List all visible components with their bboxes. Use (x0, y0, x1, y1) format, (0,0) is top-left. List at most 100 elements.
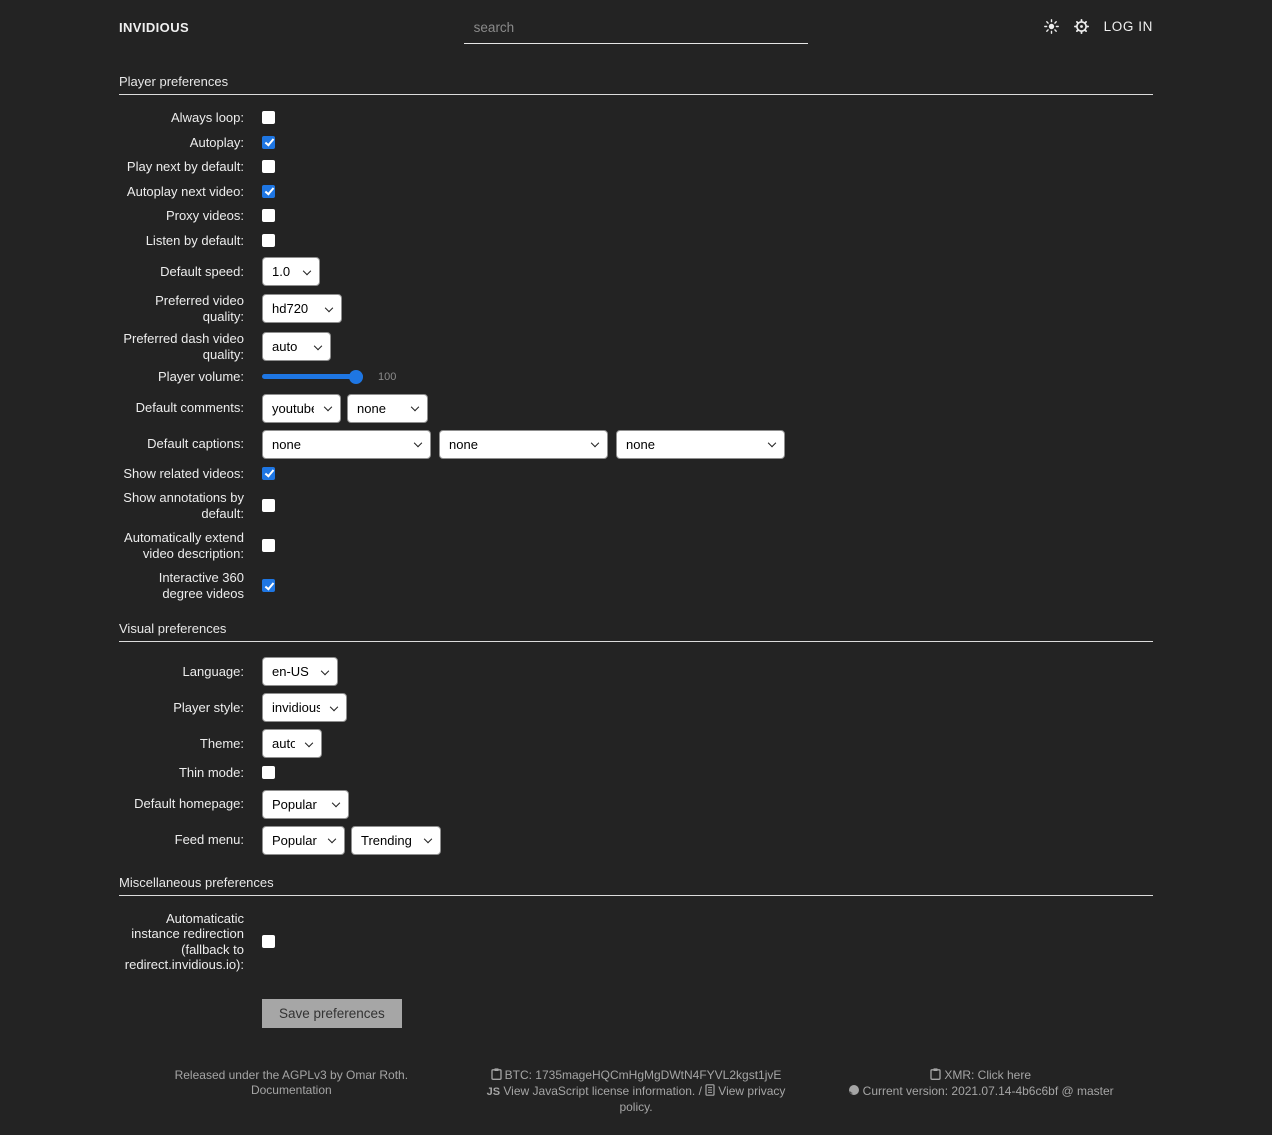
pref-label: Interactive 360 degree videos (158, 570, 244, 601)
captions-select-3[interactable]: none (616, 429, 785, 459)
pref-row-feed-menu: Feed menu: Popular Trending (119, 825, 1153, 855)
clipboard-icon (930, 1067, 941, 1084)
divider (119, 641, 1153, 642)
extend-description-checkbox[interactable] (262, 539, 275, 552)
pref-label: Default comments: (135, 400, 244, 416)
pref-row-player-style: Player style: invidious (119, 693, 1153, 722)
captions-select-3-wrap: none (616, 429, 785, 459)
sun-icon[interactable] (1043, 19, 1059, 34)
play-next-checkbox[interactable] (262, 160, 275, 174)
captions-select-1-wrap: none (262, 429, 431, 459)
autoplay-next-checkbox[interactable] (262, 184, 275, 198)
logo-link[interactable]: INVIDIOUS (119, 20, 190, 35)
pref-row-player-volume: Player volume: 100 (119, 369, 1153, 385)
pref-row-thin-mode: Thin mode: (119, 765, 1153, 781)
video-quality-select[interactable]: hd720 (262, 294, 342, 323)
comments-select-1[interactable]: youtube (262, 393, 341, 423)
autoplay-checkbox[interactable] (262, 135, 275, 149)
pref-label: Play next by default: (126, 159, 244, 174)
footer: Released under the AGPLv3 by Omar Roth. … (119, 1058, 1153, 1135)
divider (119, 894, 1153, 896)
save-preferences-button[interactable]: Save preferences (262, 998, 402, 1028)
pref-label: Always loop: (171, 110, 244, 125)
section-title-visual: Visual preferences (119, 621, 227, 636)
pref-label: Proxy videos: (165, 208, 244, 223)
pref-label: Thin mode: (178, 765, 244, 780)
pref-row-annotations: Show annotations by default: (119, 490, 1153, 521)
pref-row-autoplay: Autoplay: (119, 135, 1153, 151)
captions-select-2-wrap: none (439, 429, 608, 459)
pref-label: Autoplay next video: (126, 183, 244, 199)
player-style-select[interactable]: invidious (262, 693, 347, 722)
feed-menu-select-1[interactable]: Popular (262, 825, 345, 855)
pref-label: Preferred dash video quality: (123, 331, 244, 362)
captions-select-2[interactable]: none (439, 429, 608, 459)
default-speed-select-wrap: 1.0 (262, 257, 320, 286)
footer-version-column: XMR: Click here Current version: 2021.07… (808, 1068, 1153, 1115)
pref-label: Language: (182, 663, 244, 679)
volume-value: 100 (378, 370, 397, 383)
pref-label: Player volume: (158, 369, 244, 384)
gear-icon[interactable] (1073, 19, 1089, 34)
header-search-column (463, 16, 809, 44)
video-quality-select-wrap: hd720 (262, 294, 342, 323)
xmr-label: XMR: (944, 1067, 975, 1082)
theme-select[interactable]: auto (262, 729, 322, 758)
pref-label: Player style: (173, 699, 244, 715)
preferences-form: Player preferences Always loop: Autoplay… (119, 74, 1153, 1028)
default-homepage-select[interactable]: Popular (262, 789, 349, 819)
pref-label: Default captions: (147, 436, 244, 452)
pref-label: Show annotations by default: (123, 490, 244, 521)
footer-donate-column: BTC: 1735mageHQCmHgMgDWtN4FYVL2kgst1jvE … (464, 1068, 809, 1115)
language-select[interactable]: en-US (262, 657, 338, 686)
pref-label: Default homepage: (134, 796, 244, 812)
thin-mode-checkbox[interactable] (262, 766, 275, 780)
save-row: Save preferences (262, 998, 1153, 1028)
javascript-icon: JS (486, 1085, 501, 1098)
pref-row-video-quality: Preferred video quality: hd720 (119, 293, 1153, 324)
clipboard-icon (490, 1067, 502, 1084)
auto-redirect-checkbox[interactable] (262, 935, 275, 948)
divider (119, 94, 1153, 95)
pref-row-vr-mode: Interactive 360 degree videos (119, 570, 1153, 601)
pref-row-language: Language: en-US (119, 657, 1153, 686)
documentation-link[interactable]: Documentation (250, 1082, 332, 1097)
captions-select-1[interactable]: none (262, 429, 431, 459)
listen-default-checkbox[interactable] (262, 233, 275, 247)
xmr-link[interactable]: Click here (977, 1067, 1032, 1082)
comments-select-2[interactable]: none (347, 393, 428, 423)
always-loop-checkbox[interactable] (262, 111, 275, 125)
pref-label: Show related videos: (123, 465, 244, 481)
default-speed-select[interactable]: 1.0 (262, 257, 320, 286)
pref-row-default-speed: Default speed: 1.0 (119, 257, 1153, 286)
pref-row-auto-redirect: Automaticatic instance redirection (fall… (119, 911, 1153, 973)
pref-row-default-captions: Default captions: none none none (119, 429, 1153, 459)
default-homepage-select-wrap: Popular (262, 789, 349, 819)
player-volume-slider[interactable] (262, 369, 363, 384)
pref-label: Autoplay: (189, 134, 244, 150)
footer-separator: / (698, 1083, 702, 1098)
header: INVIDIOUS (119, 0, 1153, 52)
privacy-file-icon (705, 1083, 715, 1100)
pref-label: Feed menu: (174, 832, 244, 848)
pref-label: Automatically extend video description: (124, 530, 244, 561)
proxy-videos-checkbox[interactable] (262, 209, 275, 223)
header-logo-column: INVIDIOUS (119, 16, 464, 35)
pref-label: Theme: (199, 735, 244, 751)
search-input[interactable] (463, 16, 809, 44)
pref-label: Listen by default: (145, 232, 244, 248)
feed-menu-select-2[interactable]: Trending (351, 825, 441, 855)
preferences-page: INVIDIOUS (119, 0, 1153, 1135)
comments-select-2-wrap: none (347, 393, 428, 423)
pref-row-proxy-videos: Proxy videos: (119, 208, 1153, 224)
theme-select-wrap: auto (262, 729, 322, 758)
pref-label: Automaticatic instance redirection (fall… (124, 910, 244, 973)
annotations-checkbox[interactable] (262, 499, 275, 512)
js-license-link[interactable]: View JavaScript license information. (503, 1083, 696, 1098)
dash-quality-select[interactable]: auto (262, 332, 331, 361)
feed-menu-select-1-wrap: Popular (262, 825, 345, 855)
related-videos-checkbox[interactable] (262, 466, 275, 480)
vr-mode-checkbox[interactable] (262, 579, 275, 592)
login-link[interactable]: LOG IN (1103, 19, 1154, 34)
language-select-wrap: en-US (262, 657, 338, 686)
